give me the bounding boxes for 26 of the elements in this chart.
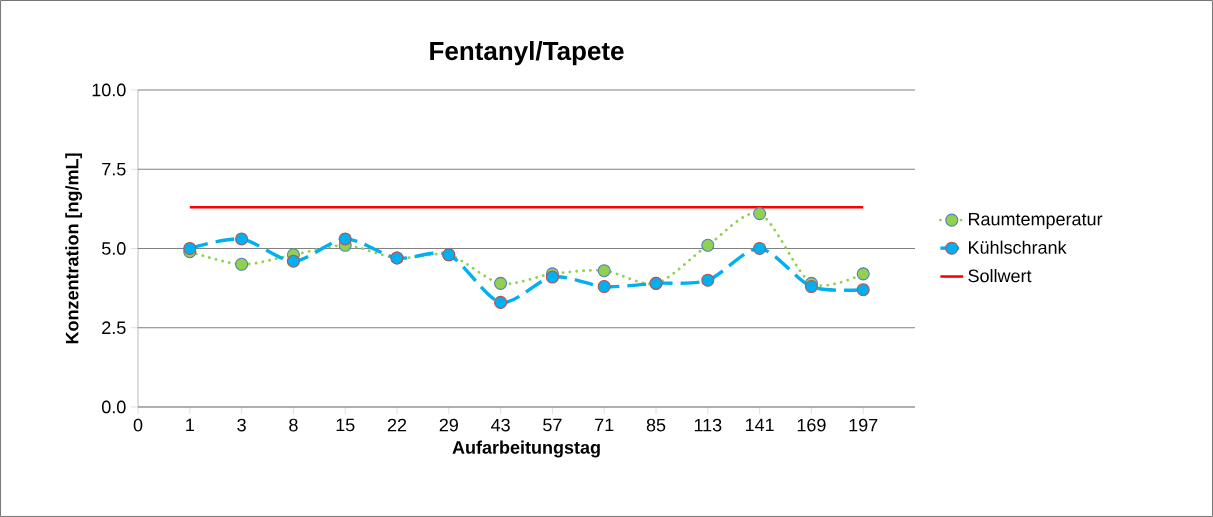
y-axis-title: Konzentration [ng/mL] bbox=[65, 153, 83, 344]
x-tick-label: 113 bbox=[694, 418, 722, 432]
y-tick-label: 7.5 bbox=[102, 162, 126, 176]
x-tick-label: 1 bbox=[186, 418, 194, 432]
x-axis-title: Aufarbeitungstag bbox=[452, 440, 600, 458]
x-tick-label: 3 bbox=[237, 418, 246, 432]
x-tick-label: 0 bbox=[133, 418, 143, 432]
x-tick-label: 43 bbox=[491, 418, 510, 432]
legend-label: Kühlschrank bbox=[969, 240, 1067, 254]
y-tick-label: 10.0 bbox=[92, 83, 126, 97]
legend-label: Raumtemperatur bbox=[969, 212, 1103, 230]
y-tick-label: 2.5 bbox=[102, 321, 126, 335]
x-tick-label: 8 bbox=[289, 418, 298, 432]
x-tick-label: 85 bbox=[646, 418, 666, 432]
x-tick-label: 22 bbox=[387, 418, 407, 432]
x-tick-label: 141 bbox=[745, 418, 774, 432]
x-tick-label: 169 bbox=[797, 418, 826, 432]
x-tick-label: 71 bbox=[595, 418, 614, 432]
y-tick-label: 0.0 bbox=[101, 400, 126, 414]
legend-label: Sollwert bbox=[968, 269, 1032, 283]
x-tick-label: 29 bbox=[439, 418, 458, 432]
x-tick-label: 57 bbox=[543, 418, 562, 432]
y-tick-label: 5.0 bbox=[101, 242, 126, 255]
chart-title: Fentanyl/Tapete bbox=[430, 41, 624, 66]
x-tick-label: 15 bbox=[336, 418, 355, 432]
x-tick-label: 197 bbox=[849, 418, 878, 432]
